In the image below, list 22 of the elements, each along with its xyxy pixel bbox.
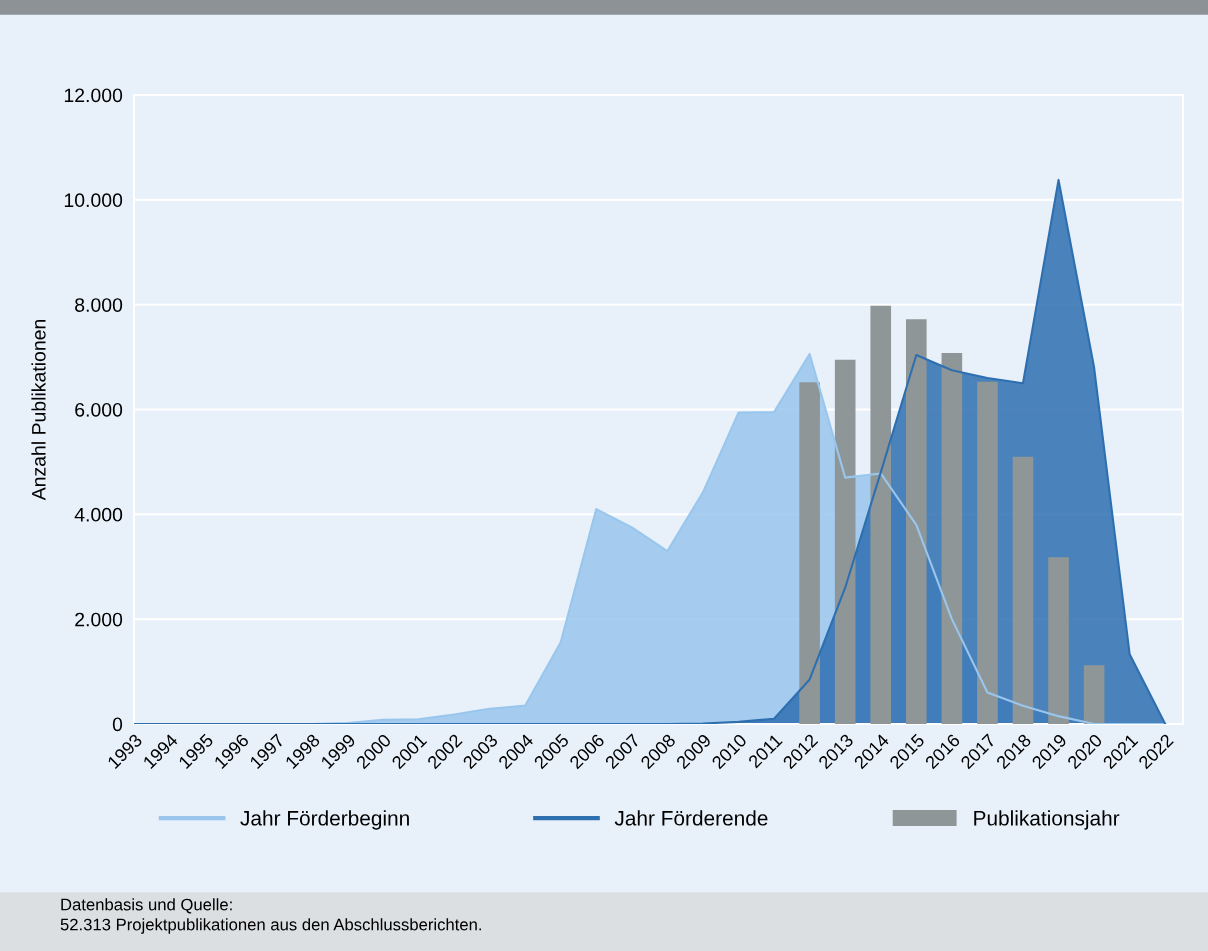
y-tick-label: 2.000 bbox=[75, 612, 123, 627]
text: 52.313 Projektpublikationen aus den Abschlussberichten. bbox=[60, 918, 481, 934]
bar bbox=[799, 382, 820, 724]
y-tick-label: 4.000 bbox=[74, 507, 123, 522]
y-axis-title: Anzahl Publikationen bbox=[31, 319, 46, 501]
text: Datenbasis und Quelle: bbox=[61, 898, 232, 914]
bar bbox=[834, 359, 856, 724]
legend-label: Jahr Förderbeginn bbox=[240, 810, 409, 830]
y-tick-label: 0 bbox=[112, 717, 123, 732]
bar bbox=[1012, 456, 1034, 724]
bar bbox=[905, 319, 927, 724]
bar bbox=[870, 305, 892, 724]
y-tick-label: 12.000 bbox=[64, 88, 123, 103]
bar bbox=[1048, 557, 1069, 724]
y-tick-label: 10.000 bbox=[64, 193, 123, 208]
bar bbox=[977, 381, 998, 724]
legend-label: Jahr Förderende bbox=[614, 810, 768, 826]
legend-label: Publikationsjahr bbox=[974, 810, 1120, 830]
bar bbox=[1083, 665, 1105, 724]
bar bbox=[941, 352, 963, 724]
y-tick-label: 6.000 bbox=[75, 402, 123, 417]
y-tick-label: 8.000 bbox=[75, 298, 123, 312]
